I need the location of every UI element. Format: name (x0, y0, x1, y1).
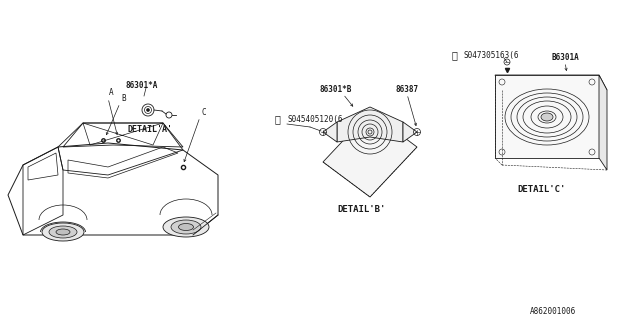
Text: DETAIL'B': DETAIL'B' (337, 205, 385, 214)
Text: 86301*A: 86301*A (126, 81, 158, 90)
Text: B6301A: B6301A (552, 53, 580, 62)
Polygon shape (403, 122, 417, 142)
Ellipse shape (49, 226, 77, 238)
Text: DETAIL'A': DETAIL'A' (128, 125, 173, 134)
Ellipse shape (56, 229, 70, 235)
Polygon shape (323, 122, 337, 142)
Text: S047305163(6: S047305163(6 (464, 51, 520, 60)
Text: 86387: 86387 (395, 85, 418, 94)
Polygon shape (323, 112, 417, 197)
Polygon shape (495, 75, 607, 90)
Text: DETAIL'C': DETAIL'C' (517, 185, 565, 194)
Text: Ⓢ: Ⓢ (452, 50, 458, 60)
Ellipse shape (171, 220, 201, 234)
Polygon shape (337, 107, 403, 142)
Text: S045405120(6: S045405120(6 (287, 115, 342, 124)
Text: A: A (109, 88, 114, 97)
Polygon shape (599, 75, 607, 170)
Ellipse shape (163, 217, 209, 237)
Text: B: B (121, 94, 125, 103)
Ellipse shape (179, 223, 193, 230)
Circle shape (147, 108, 150, 111)
Text: C: C (201, 108, 205, 117)
Polygon shape (495, 75, 599, 158)
Text: Ⓢ: Ⓢ (275, 114, 281, 124)
Ellipse shape (541, 113, 553, 121)
Text: 86301*B: 86301*B (320, 85, 353, 94)
Text: A862001006: A862001006 (530, 307, 576, 316)
Ellipse shape (42, 223, 84, 241)
